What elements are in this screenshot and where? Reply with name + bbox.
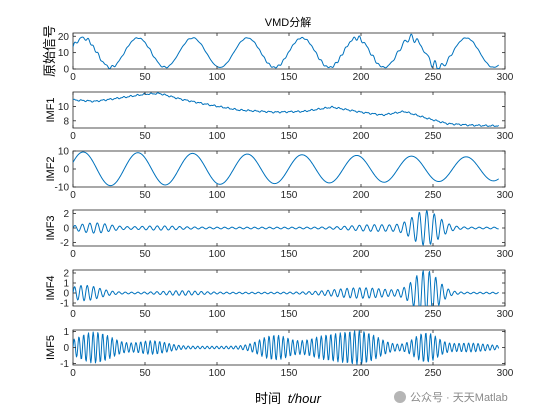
x-tick-label: 150 xyxy=(281,249,298,260)
x-tick-label: 50 xyxy=(139,309,151,320)
y-axis-label: IMF1 xyxy=(45,97,57,122)
series-line-1 xyxy=(73,33,499,69)
x-tick-label: 150 xyxy=(281,131,298,142)
x-tick-label: 300 xyxy=(497,190,514,201)
watermark-text: 公众号 · 天天Matlab xyxy=(410,391,508,404)
x-tick-label: 100 xyxy=(209,190,226,201)
x-tick-label: 250 xyxy=(425,131,442,142)
y-tick-label: -2 xyxy=(60,238,69,249)
y-tick-label: 10 xyxy=(58,48,70,59)
x-tick-label: 250 xyxy=(425,190,442,201)
y-tick-label: 8 xyxy=(63,116,69,127)
y-tick-label: 0 xyxy=(63,224,69,235)
x-tick-label: 150 xyxy=(281,72,298,83)
x-tick-label: 200 xyxy=(353,72,370,83)
y-axis-label: IMF2 xyxy=(45,156,57,181)
x-tick-label: 300 xyxy=(497,309,514,320)
x-tick-label: 250 xyxy=(425,249,442,260)
y-axis-label: IMF4 xyxy=(45,275,57,300)
x-tick-label: 50 xyxy=(139,131,151,142)
x-tick-label: 0 xyxy=(70,131,76,142)
x-tick-label: 100 xyxy=(209,131,226,142)
x-tick-label: 0 xyxy=(70,309,76,320)
y-tick-label: 10 xyxy=(58,102,70,113)
y-tick-label: -10 xyxy=(55,183,70,194)
y-axis-label: IMF5 xyxy=(45,335,57,360)
x-tick-label: 200 xyxy=(353,131,370,142)
x-tick-label: 50 xyxy=(139,368,151,379)
figure-title: VMD分解 xyxy=(265,15,311,29)
x-tick-label: 200 xyxy=(353,368,370,379)
x-tick-label: 0 xyxy=(70,368,76,379)
x-tick-label: 300 xyxy=(497,72,514,83)
x-tick-label: 200 xyxy=(353,309,370,320)
y-tick-label: 2 xyxy=(63,209,69,220)
y-axis-label: IMF3 xyxy=(45,215,57,240)
x-tick-label: 100 xyxy=(209,309,226,320)
x-tick-label: 150 xyxy=(281,368,298,379)
series-line-3 xyxy=(73,151,499,187)
series-line-6 xyxy=(73,330,500,365)
y-tick-label: 20 xyxy=(58,32,70,43)
x-tick-label: 150 xyxy=(281,309,298,320)
x-tick-label: 200 xyxy=(353,249,370,260)
y-axis-label: 原始信号 xyxy=(42,25,57,77)
y-tick-label: -1 xyxy=(60,359,69,370)
y-tick-label: -1 xyxy=(60,299,69,310)
x-tick-label: 50 xyxy=(139,72,151,83)
x-axis-label: 时间 t/hour xyxy=(255,391,322,406)
y-tick-label: 0 xyxy=(63,65,69,76)
x-tick-label: 50 xyxy=(139,190,151,201)
x-tick-label: 100 xyxy=(209,249,226,260)
axes-box xyxy=(72,209,506,247)
y-tick-label: 1 xyxy=(63,327,69,338)
x-tick-label: 300 xyxy=(497,131,514,142)
x-tick-label: 50 xyxy=(139,249,151,260)
x-tick-label: 200 xyxy=(353,190,370,201)
x-tick-label: 300 xyxy=(497,249,514,260)
y-tick-label: 10 xyxy=(58,147,70,158)
x-tick-label: 0 xyxy=(70,72,76,83)
y-tick-label: 0 xyxy=(63,289,69,300)
x-tick-label: 250 xyxy=(425,72,442,83)
x-tick-label: 300 xyxy=(497,368,514,379)
x-tick-label: 100 xyxy=(209,72,226,83)
x-axis-label-prefix: 时间 xyxy=(255,391,281,406)
y-tick-label: 2 xyxy=(63,269,69,280)
x-tick-label: 250 xyxy=(425,368,442,379)
y-tick-label: 1 xyxy=(63,279,69,290)
series-line-5 xyxy=(73,270,499,306)
x-tick-label: 0 xyxy=(70,190,76,201)
x-axis-label-variable: t/hour xyxy=(288,391,322,406)
series-line-4 xyxy=(73,210,499,246)
x-tick-label: 150 xyxy=(281,190,298,201)
axes-box xyxy=(72,150,506,188)
series-line-2 xyxy=(73,92,500,127)
x-tick-label: 0 xyxy=(70,249,76,260)
watermark: 公众号 · 天天Matlab xyxy=(394,391,508,404)
y-tick-label: 0 xyxy=(63,165,69,176)
wechat-icon xyxy=(394,391,406,403)
axes-box xyxy=(72,91,506,129)
x-tick-label: 250 xyxy=(425,309,442,320)
x-tick-label: 100 xyxy=(209,368,226,379)
y-tick-label: 0 xyxy=(63,343,69,354)
